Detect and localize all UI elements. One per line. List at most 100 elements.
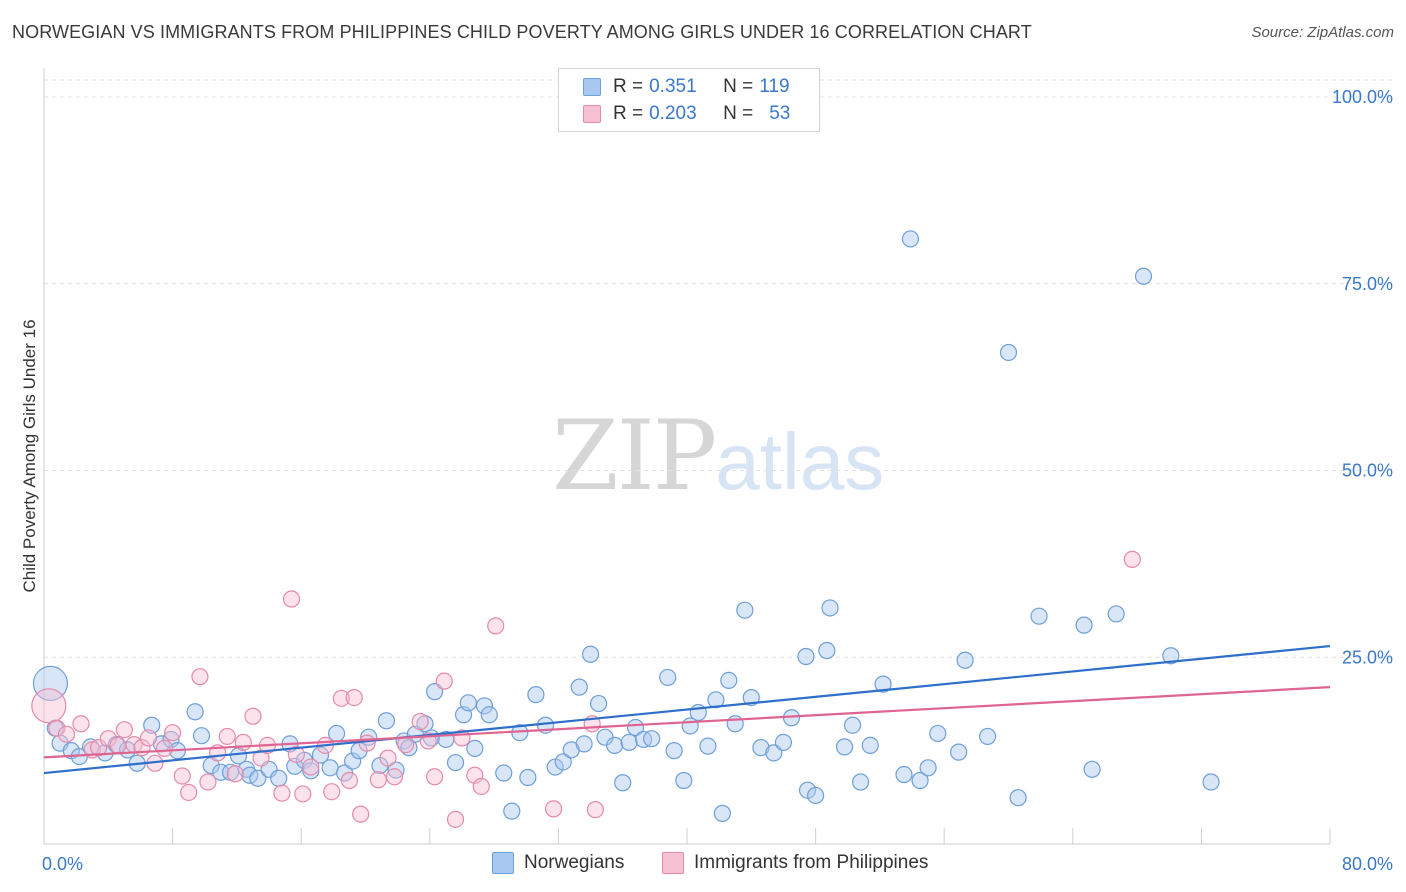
legend-swatch-blue xyxy=(492,852,514,874)
data-point xyxy=(487,617,505,635)
trend-lines xyxy=(43,644,1331,775)
data-point xyxy=(1030,607,1048,625)
r-value: 0.351 xyxy=(649,76,697,97)
data-point xyxy=(614,774,632,792)
data-point xyxy=(369,771,387,789)
data-point xyxy=(273,784,291,802)
data-point xyxy=(57,725,76,743)
data-point xyxy=(155,739,174,757)
series-norwegians xyxy=(32,230,1220,822)
data-point xyxy=(821,599,839,617)
data-point xyxy=(173,767,191,785)
data-point xyxy=(472,777,490,796)
data-point xyxy=(643,730,661,748)
data-point xyxy=(720,671,738,690)
stats-legend-row-philippines: R = 0.203 N = 53 xyxy=(583,102,790,126)
legend-swatch-pink xyxy=(662,852,684,874)
data-point xyxy=(806,786,825,805)
data-point xyxy=(861,736,879,754)
data-point xyxy=(435,672,453,690)
data-point xyxy=(495,764,513,782)
data-point xyxy=(581,645,600,663)
data-point xyxy=(586,801,604,819)
data-point xyxy=(475,697,494,715)
data-point xyxy=(774,733,793,752)
data-point xyxy=(999,343,1018,362)
y-tick-label: 75.0% xyxy=(1342,274,1393,294)
data-point xyxy=(459,694,477,712)
data-point xyxy=(895,765,913,784)
n-value: 119 xyxy=(759,76,790,97)
data-point xyxy=(519,768,537,787)
y-tick-label: 100.0% xyxy=(1332,87,1393,107)
data-point xyxy=(311,746,330,764)
data-point xyxy=(979,727,997,746)
data-point xyxy=(874,675,892,693)
data-point xyxy=(234,733,252,752)
data-point xyxy=(919,759,937,777)
series-legend: Norwegians Immigrants from Philippines xyxy=(0,852,1406,878)
legend-item-norwegians: Norwegians xyxy=(492,852,624,874)
data-point xyxy=(226,765,244,783)
r-label: R = xyxy=(613,76,644,97)
data-point xyxy=(446,810,465,828)
data-point xyxy=(950,743,968,761)
data-point xyxy=(736,601,754,619)
data-point xyxy=(589,694,608,713)
data-point xyxy=(244,707,262,725)
data-point xyxy=(843,716,862,734)
data-point xyxy=(742,688,760,707)
data-point xyxy=(332,689,350,707)
source-label: Source: ZipAtlas.com xyxy=(1251,24,1394,41)
data-point xyxy=(99,730,117,748)
data-point xyxy=(385,768,404,786)
data-point xyxy=(387,761,405,779)
x-tick-label-max: 80.0% xyxy=(1342,854,1393,874)
data-point xyxy=(229,747,248,765)
data-point xyxy=(143,716,161,734)
data-point xyxy=(340,771,359,790)
data-point xyxy=(606,736,624,754)
data-point xyxy=(249,769,267,787)
data-point xyxy=(164,724,182,742)
data-point xyxy=(212,763,230,781)
data-point xyxy=(379,749,397,767)
data-point xyxy=(752,739,770,757)
data-point xyxy=(180,783,198,802)
data-point xyxy=(270,769,288,787)
data-point xyxy=(620,733,638,752)
data-point xyxy=(302,758,320,776)
data-point xyxy=(527,685,545,704)
data-point xyxy=(575,735,593,753)
data-point xyxy=(1083,760,1101,778)
data-point xyxy=(72,715,90,733)
legend-swatch-pink xyxy=(583,105,601,123)
data-point xyxy=(929,724,947,743)
data-point xyxy=(626,718,645,737)
data-point xyxy=(199,773,217,791)
data-point xyxy=(818,641,836,660)
data-point xyxy=(411,712,429,731)
data-point xyxy=(1009,789,1027,807)
data-point xyxy=(1162,647,1180,665)
data-point xyxy=(797,647,815,666)
data-point xyxy=(852,773,870,791)
data-point xyxy=(659,668,677,687)
data-point xyxy=(344,752,362,770)
data-point xyxy=(480,706,498,724)
data-point xyxy=(31,688,67,724)
y-tick-label: 25.0% xyxy=(1342,647,1393,667)
data-point xyxy=(1134,267,1153,285)
stats-legend: R = 0.351 N = 119 R = 0.203 N = 53 xyxy=(558,68,820,132)
data-point xyxy=(48,719,66,737)
data-point xyxy=(109,736,127,754)
gridlines xyxy=(44,79,1392,658)
legend-item-philippines: Immigrants from Philippines xyxy=(662,852,928,874)
data-point xyxy=(115,721,133,739)
data-point xyxy=(544,800,563,818)
r-label: R = xyxy=(613,103,644,124)
data-point xyxy=(1123,550,1141,568)
data-point xyxy=(1075,616,1093,634)
stats-legend-row-norwegians: R = 0.351 N = 119 xyxy=(583,75,790,99)
